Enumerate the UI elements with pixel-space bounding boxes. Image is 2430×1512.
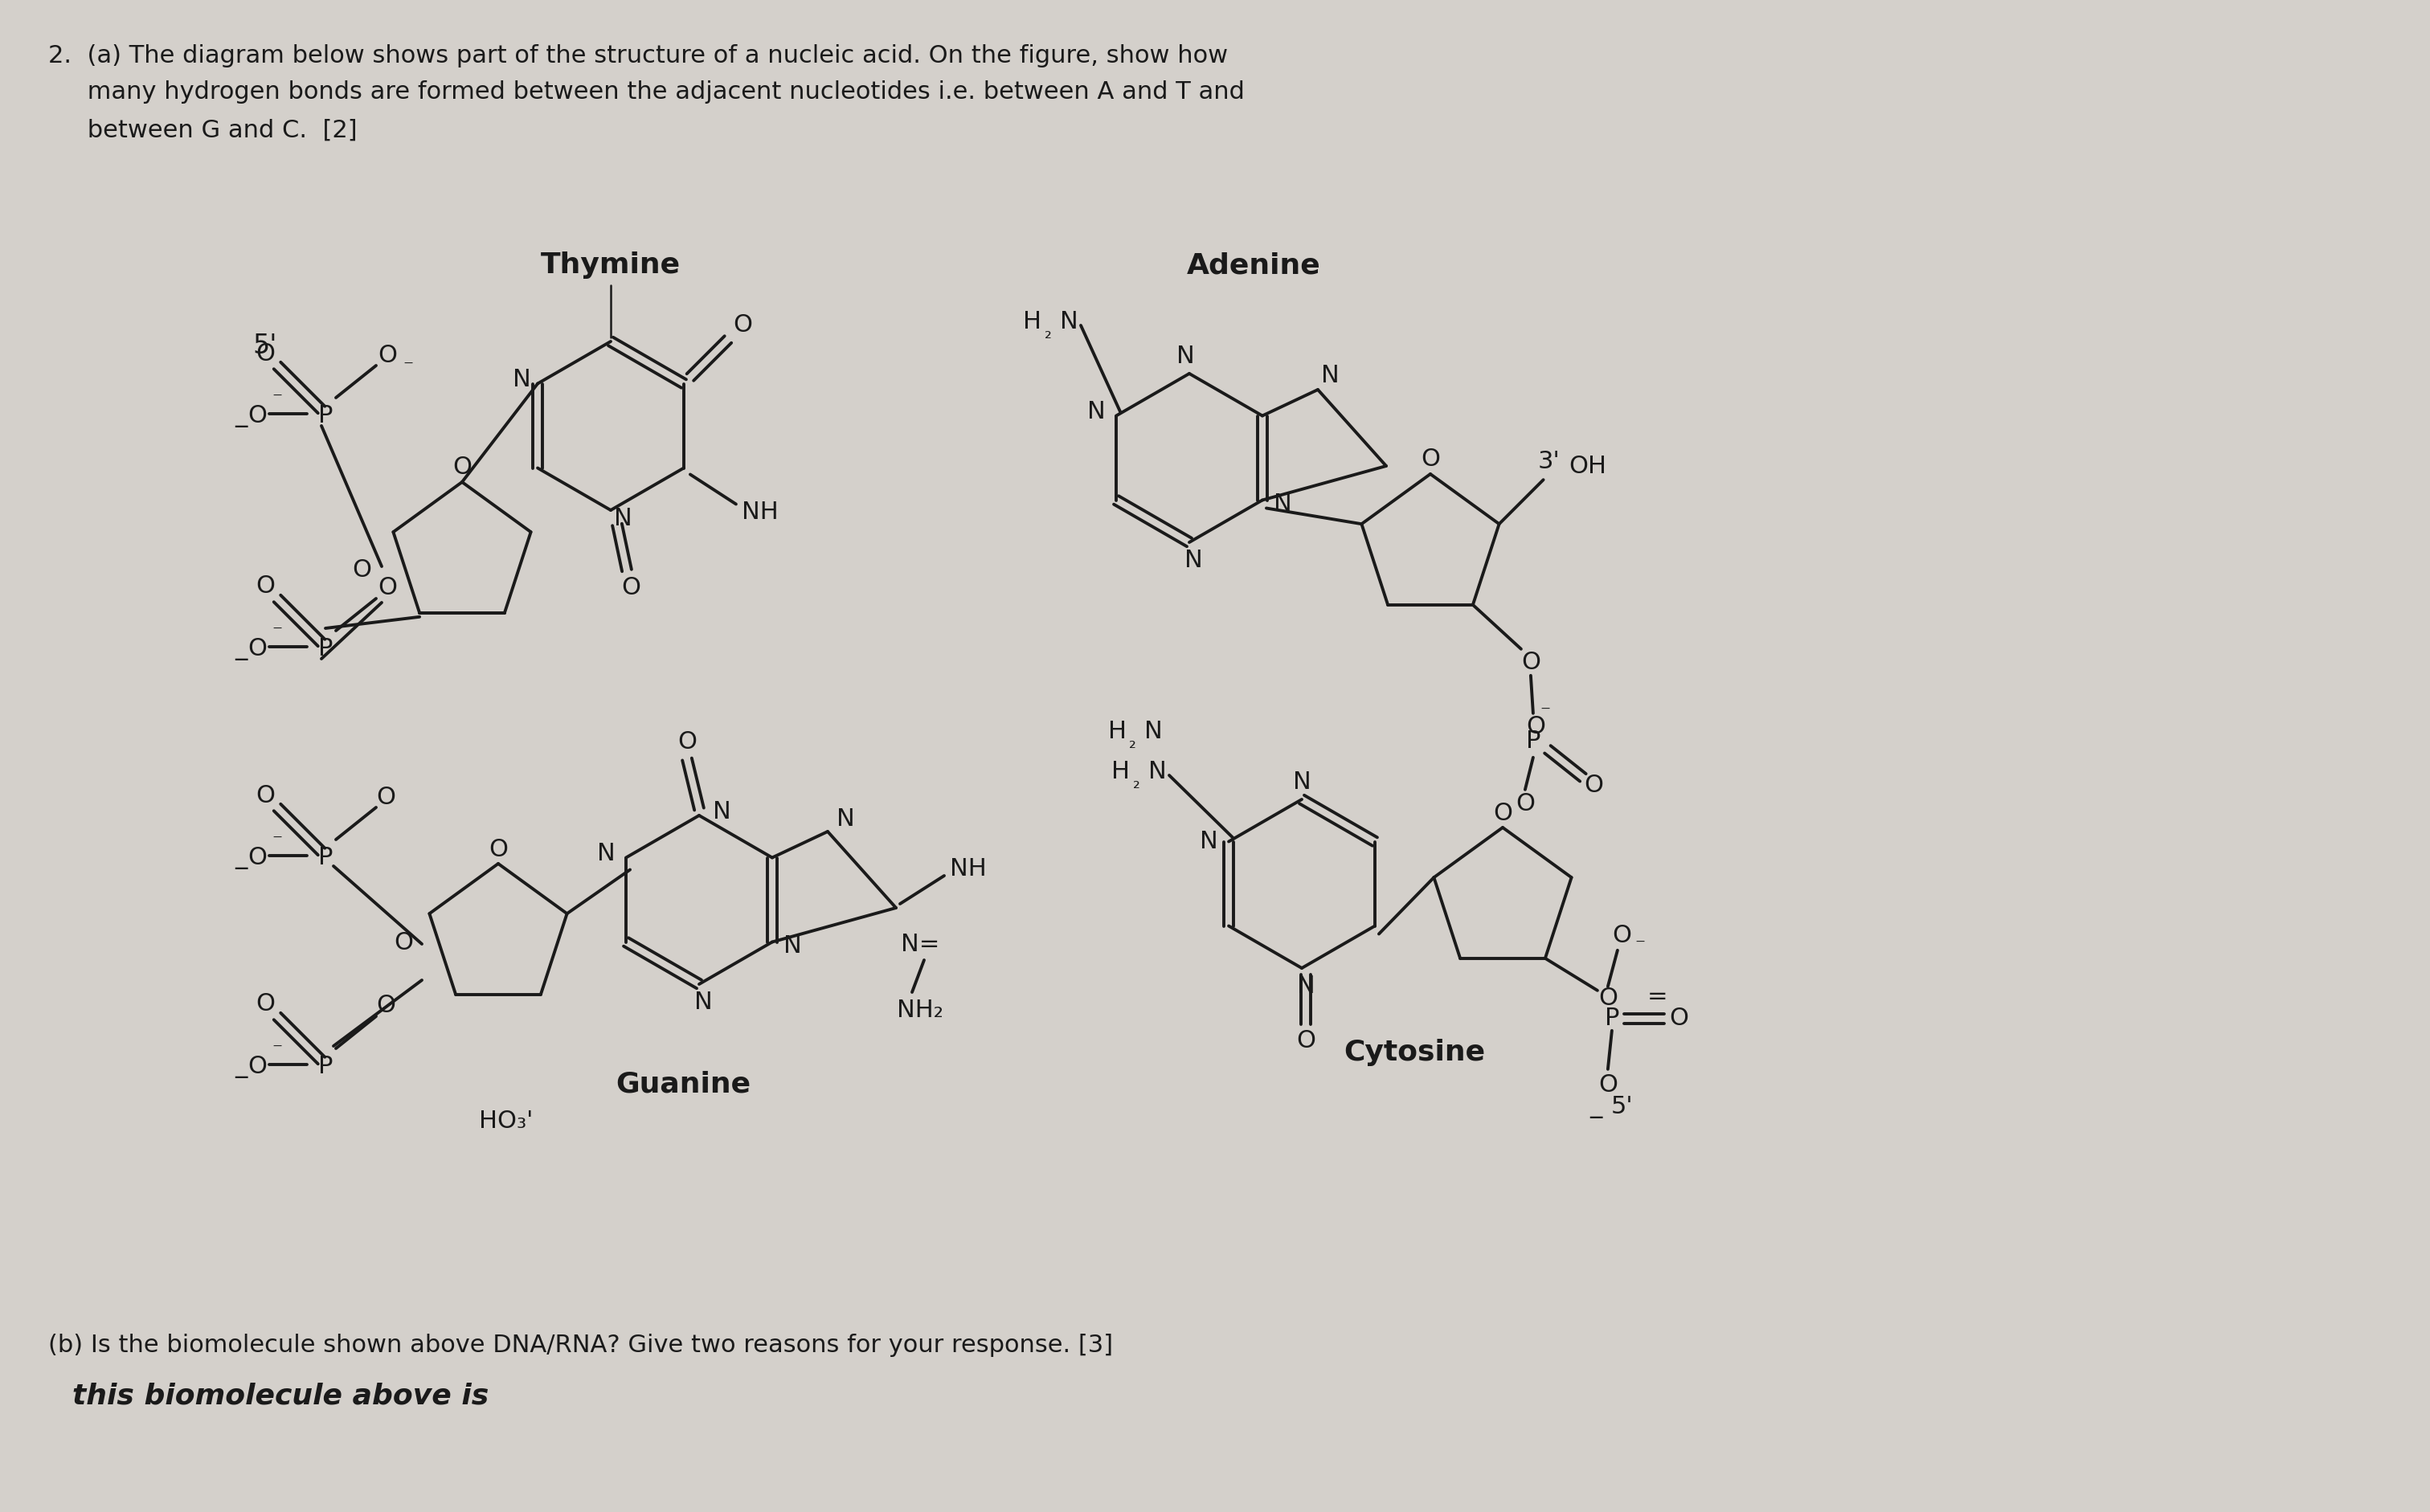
Text: NH: NH [950, 857, 987, 881]
Text: between G and C.  [2]: between G and C. [2] [49, 119, 357, 142]
Text: ₂: ₂ [1132, 776, 1140, 791]
Text: N: N [1086, 401, 1106, 423]
Text: N: N [1298, 974, 1315, 998]
Text: ⁻: ⁻ [272, 1042, 282, 1060]
Text: O: O [248, 1055, 267, 1078]
Text: Thymine: Thymine [542, 251, 680, 278]
Text: O: O [1492, 801, 1511, 824]
Text: P: P [318, 1055, 333, 1078]
Text: ⁻: ⁻ [272, 832, 282, 851]
Text: O: O [1599, 987, 1618, 1010]
Text: 5': 5' [1611, 1095, 1633, 1119]
Text: N: N [513, 367, 530, 392]
Text: N: N [1293, 770, 1310, 794]
Text: O: O [255, 783, 275, 807]
Text: N: N [1176, 345, 1196, 367]
Text: O: O [377, 343, 396, 367]
Text: O: O [255, 342, 275, 364]
Text: N: N [1200, 830, 1217, 853]
Text: N: N [598, 842, 615, 865]
Text: O: O [352, 559, 372, 582]
Text: O: O [248, 405, 267, 428]
Text: O: O [248, 847, 267, 869]
Text: N: N [1273, 493, 1293, 516]
Text: NH₂: NH₂ [897, 999, 943, 1022]
Text: O: O [622, 576, 642, 600]
Text: Cytosine: Cytosine [1344, 1039, 1485, 1066]
Text: ⁻: ⁻ [403, 358, 413, 378]
Text: O: O [255, 575, 275, 599]
Text: O: O [394, 931, 413, 954]
Text: P: P [318, 638, 333, 661]
Text: 5': 5' [253, 333, 277, 358]
Text: N: N [1145, 720, 1162, 742]
Text: Guanine: Guanine [615, 1070, 751, 1098]
Text: N: N [615, 507, 632, 529]
Text: O: O [488, 838, 508, 860]
Text: O: O [678, 730, 697, 753]
Text: ⁻: ⁻ [1635, 936, 1645, 956]
Text: O: O [452, 457, 471, 479]
Text: ₂: ₂ [1045, 325, 1052, 342]
Text: O: O [377, 576, 396, 600]
Text: O: O [377, 785, 396, 809]
Text: O: O [1584, 774, 1604, 797]
Text: (b) Is the biomolecule shown above DNA/RNA? Give two reasons for your response. : (b) Is the biomolecule shown above DNA/R… [49, 1334, 1113, 1356]
Text: N=: N= [902, 933, 940, 956]
Text: =: = [1648, 986, 1667, 1009]
Text: _: _ [236, 638, 248, 661]
Text: H: H [1023, 310, 1042, 333]
Text: N: N [1147, 759, 1166, 783]
Text: N: N [1059, 310, 1079, 333]
Text: many hydrogen bonds are formed between the adjacent nucleotides i.e. between A a: many hydrogen bonds are formed between t… [49, 80, 1244, 104]
Text: O: O [1599, 1074, 1618, 1096]
Text: O: O [1521, 652, 1541, 674]
Text: Adenine: Adenine [1186, 251, 1319, 278]
Text: O: O [255, 992, 275, 1016]
Text: ₂: ₂ [1128, 735, 1135, 751]
Text: N: N [782, 934, 802, 957]
Text: O: O [1669, 1007, 1689, 1030]
Text: 2.  (a) The diagram below shows part of the structure of a nucleic acid. On the : 2. (a) The diagram below shows part of t… [49, 44, 1227, 68]
Text: this biomolecule above is: this biomolecule above is [73, 1382, 488, 1409]
Text: ⁻: ⁻ [272, 390, 282, 410]
Text: O: O [1516, 792, 1536, 815]
Text: ⁻: ⁻ [272, 623, 282, 643]
Text: ⁻: ⁻ [1541, 703, 1550, 723]
Text: O: O [1295, 1028, 1315, 1052]
Text: O: O [1611, 924, 1631, 948]
Text: O: O [248, 638, 267, 661]
Text: H: H [1108, 720, 1125, 742]
Text: P: P [1526, 730, 1541, 753]
Text: 3': 3' [1538, 449, 1560, 473]
Text: HO₃': HO₃' [479, 1110, 532, 1132]
Text: NH: NH [741, 500, 778, 523]
Text: H: H [1113, 759, 1130, 783]
Text: _: _ [1589, 1095, 1601, 1119]
Text: _: _ [236, 405, 248, 428]
Text: P: P [318, 847, 333, 869]
Text: N: N [1183, 549, 1203, 572]
Text: OH: OH [1570, 455, 1606, 478]
Text: O: O [1526, 715, 1545, 738]
Text: _: _ [236, 1055, 248, 1078]
Text: O: O [377, 995, 396, 1018]
Text: N: N [712, 800, 731, 823]
Text: P: P [1604, 1007, 1618, 1030]
Text: O: O [1422, 448, 1441, 472]
Text: O: O [734, 313, 753, 337]
Text: _: _ [236, 847, 248, 869]
Text: N: N [695, 990, 712, 1013]
Text: P: P [318, 405, 333, 428]
Text: N: N [836, 807, 855, 832]
Text: N: N [1322, 363, 1339, 387]
